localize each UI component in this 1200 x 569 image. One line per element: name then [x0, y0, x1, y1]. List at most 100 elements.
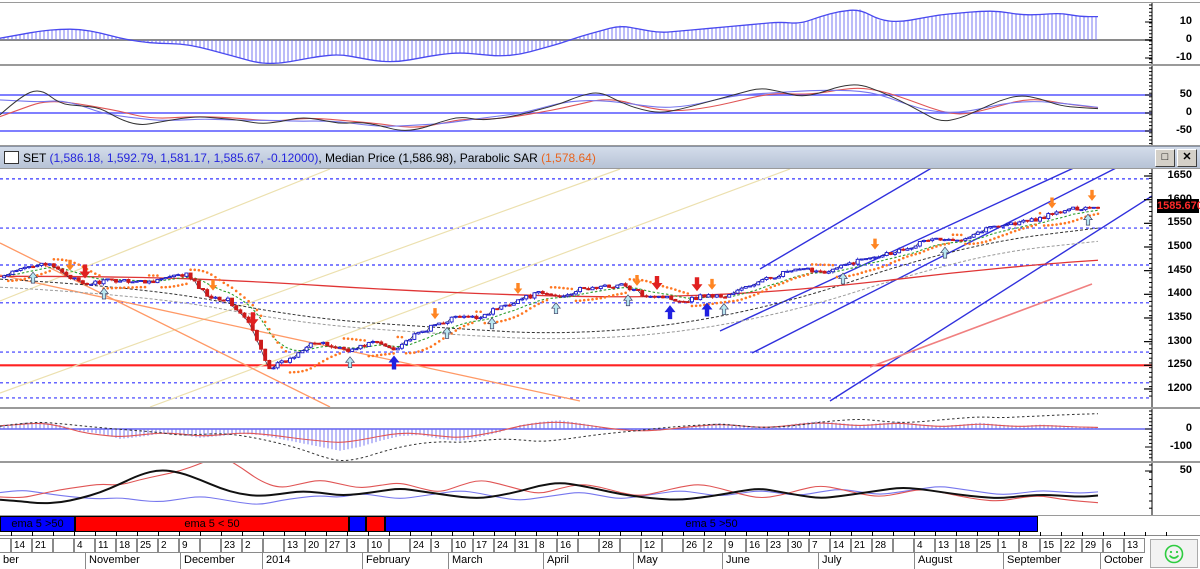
buy-signal-arrow	[1082, 213, 1094, 226]
sar-dot	[574, 299, 578, 303]
sar-dot	[239, 292, 242, 296]
day-label-box: 2	[704, 538, 725, 553]
day-label-box: 12	[641, 538, 662, 553]
sar-dot	[930, 246, 934, 250]
sar-dot	[582, 298, 586, 302]
price-axis-label: 1300	[1167, 334, 1192, 347]
sar-dot	[127, 286, 130, 289]
sar-dot	[408, 351, 412, 355]
sar-dot	[964, 242, 967, 246]
buy-signal-arrow	[344, 356, 356, 369]
sar-dot	[872, 268, 876, 271]
sar-dot	[520, 312, 524, 315]
sar-dot	[201, 269, 205, 273]
sar-dot	[500, 319, 503, 323]
sar-dot	[549, 285, 553, 289]
sar-dot	[541, 300, 545, 304]
sar-dot	[301, 369, 304, 373]
sar-dot	[466, 322, 470, 326]
sar-dot	[889, 261, 893, 265]
sar-dot	[732, 299, 735, 303]
sar-dot	[479, 310, 482, 314]
sar-dot	[106, 286, 110, 290]
day-label-box: 25	[137, 538, 158, 553]
sar-dot	[483, 321, 487, 325]
sar-dot	[678, 289, 681, 293]
sar-dot	[305, 368, 308, 372]
sar-dot	[1096, 212, 1100, 216]
date-tick	[557, 532, 558, 536]
chart-window-title-bar[interactable]: SET (1,586.18, 1,592.79, 1,581.17, 1,585…	[0, 146, 1200, 169]
day-label-box: 28	[599, 538, 620, 553]
sar-dot	[939, 243, 942, 247]
sar-dot	[60, 258, 64, 262]
sar-dot	[367, 354, 371, 358]
sar-dot	[218, 278, 221, 282]
sar-dot	[321, 359, 325, 363]
ema-ribbon-segment: ema 5 >50	[0, 516, 75, 532]
sar-dot	[607, 294, 611, 298]
sar-dot	[11, 279, 14, 282]
sar-dot	[864, 270, 868, 273]
day-label-box	[662, 538, 683, 553]
sar-dot	[504, 318, 507, 322]
sar-dot	[1038, 211, 1042, 215]
price-axis-label: 1650	[1167, 169, 1192, 181]
sar-dot	[297, 370, 300, 374]
day-label-box: 3	[347, 538, 368, 553]
sar-dot	[15, 278, 18, 282]
last-price-badge: 1585.670	[1157, 199, 1200, 213]
sar-dot	[640, 278, 644, 282]
date-tick	[1082, 532, 1083, 536]
date-tick	[389, 532, 390, 536]
day-label-box	[263, 538, 284, 553]
sar-dot	[292, 370, 296, 374]
date-tick	[1124, 532, 1125, 536]
sar-dot	[6, 279, 10, 283]
sar-dot	[674, 288, 677, 291]
month-label: September	[1003, 553, 1100, 569]
date-tick	[116, 532, 117, 536]
sar-dot	[421, 348, 424, 352]
day-label-box	[620, 538, 641, 553]
sar-dot	[363, 339, 366, 342]
maximize-button[interactable]: □	[1155, 149, 1175, 167]
month-label: February	[362, 553, 448, 569]
sar-dot	[40, 272, 43, 276]
close-button[interactable]: ✕	[1177, 149, 1197, 167]
sar-dot	[984, 240, 988, 243]
sar-dot	[135, 286, 139, 289]
date-tick	[284, 532, 285, 536]
sell-signal-arrow	[79, 264, 91, 279]
sar-dot	[798, 275, 801, 279]
sar-dot	[906, 255, 909, 258]
sar-dot	[831, 263, 835, 267]
sar-dot	[193, 268, 197, 272]
month-label: June	[722, 553, 818, 569]
sell-signal-arrow	[430, 308, 440, 320]
sar-dot	[123, 286, 126, 290]
sar-dot	[23, 277, 27, 281]
status-smiley-button[interactable]	[1150, 539, 1198, 568]
sar-dot	[268, 327, 271, 331]
sar-dot	[388, 352, 391, 356]
sar-dot	[790, 278, 793, 281]
sar-dot	[587, 298, 590, 302]
day-label-box: 16	[557, 538, 578, 553]
sar-dot	[1005, 232, 1009, 236]
day-label-box: 24	[494, 538, 515, 553]
sar-dot	[558, 286, 561, 289]
date-tick	[683, 532, 684, 536]
sar-dot	[1026, 225, 1029, 229]
sar-dot	[280, 346, 284, 349]
date-tick	[1166, 532, 1167, 536]
sar-dot	[326, 357, 329, 361]
sar-dot	[371, 354, 375, 358]
sar-dot	[922, 249, 926, 253]
sar-dot	[769, 286, 772, 289]
sar-dot	[1034, 223, 1038, 227]
sar-dot	[400, 335, 404, 339]
sar-dot	[384, 353, 387, 356]
sell-signal-arrow	[1087, 189, 1097, 201]
sell-signal-arrow	[513, 283, 523, 294]
